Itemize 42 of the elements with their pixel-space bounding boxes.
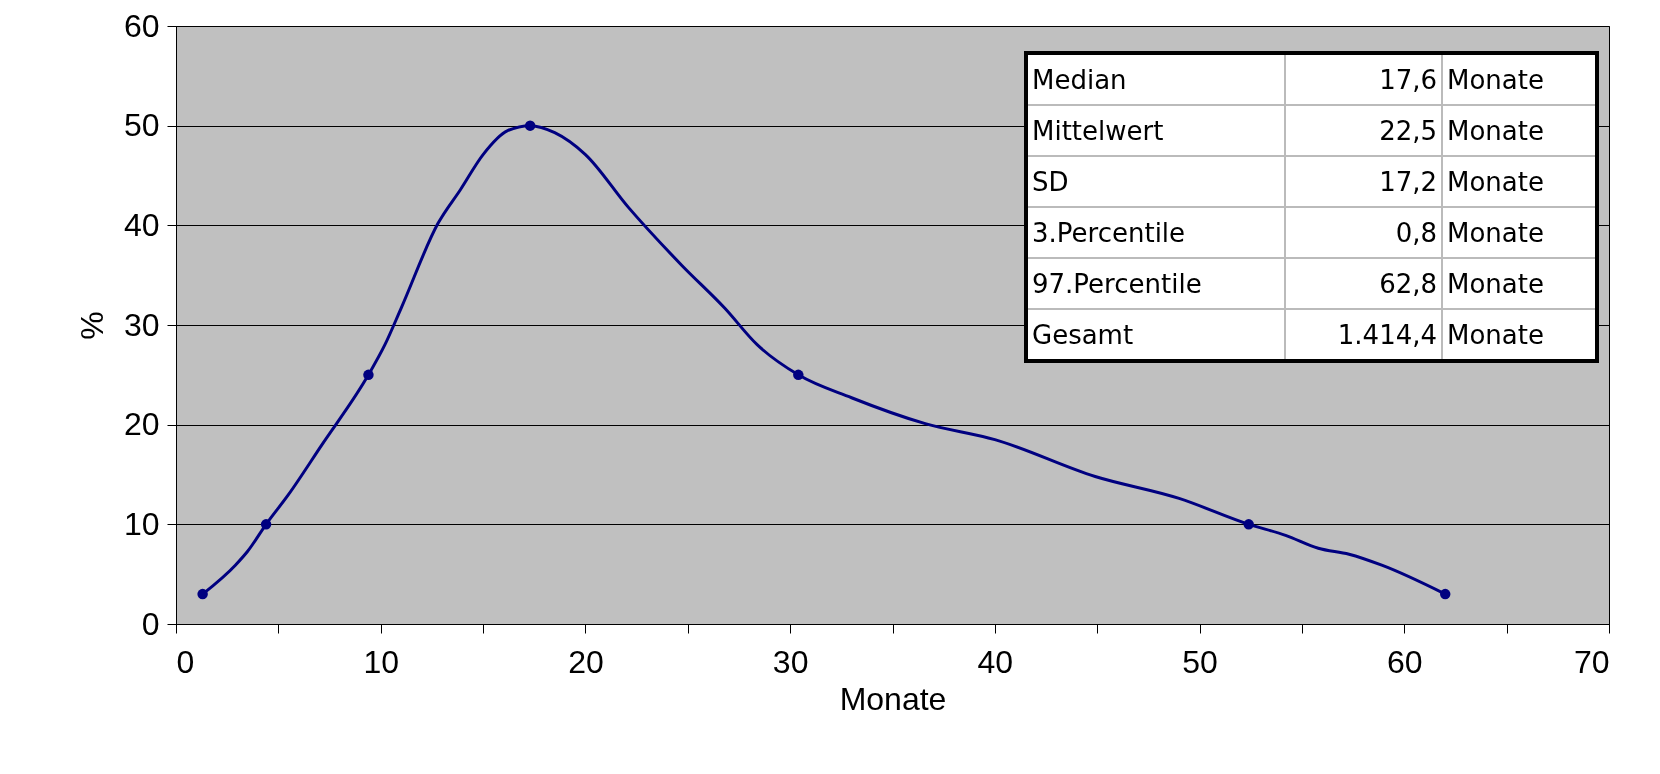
annotation: Monate (1442, 105, 1597, 156)
point (1243, 519, 1254, 530)
point (197, 588, 208, 600)
annotation: Median (1026, 53, 1286, 105)
x-tick-label: 20 (568, 643, 604, 680)
annotation: Monate (1442, 156, 1597, 207)
x-tick-label: 70 (1573, 643, 1610, 680)
x-tick-label: 50 (1182, 643, 1218, 680)
annotation: SD (1026, 156, 1286, 207)
x-axis-title: Monate (839, 680, 947, 717)
y-axis-title: % (73, 311, 110, 340)
annotation: 17,2 (1285, 156, 1443, 207)
annotation: Monate (1442, 53, 1597, 105)
point (793, 369, 804, 381)
x-tick-label: 30 (772, 643, 809, 680)
annotation: 22,5 (1285, 105, 1443, 156)
x-tick-label: 10 (363, 643, 400, 680)
annotation: 17,6 (1285, 53, 1443, 105)
annotation: 0,8 (1285, 207, 1443, 258)
annotation: 97.Percentile (1026, 258, 1286, 309)
y-tick-label: 10 (123, 505, 160, 542)
point (363, 369, 374, 381)
annotation: Gesamt (1026, 309, 1286, 361)
annotation: Monate (1442, 258, 1597, 309)
annotation: 62,8 (1285, 258, 1443, 309)
point (524, 120, 536, 131)
y-tick-label: 40 (123, 206, 160, 243)
x-tick-label: 40 (977, 643, 1014, 680)
x-tick-label: 60 (1386, 643, 1423, 680)
y-tick-label: 30 (123, 306, 160, 343)
y-tick-label: 20 (123, 406, 160, 443)
point (1439, 588, 1451, 600)
x-tick-label: 0 (176, 643, 195, 680)
annotation: Mittelwert (1026, 105, 1286, 156)
annotation: Monate (1442, 309, 1597, 361)
annotation: Monate (1442, 207, 1597, 258)
y-tick-label: 60 (123, 7, 160, 44)
y-tick-label: 50 (123, 107, 160, 144)
y-tick-label: 0 (141, 605, 160, 642)
annotation: 3.Percentile (1026, 207, 1286, 258)
point (260, 519, 272, 530)
annotation: 1.414,4 (1285, 309, 1443, 361)
